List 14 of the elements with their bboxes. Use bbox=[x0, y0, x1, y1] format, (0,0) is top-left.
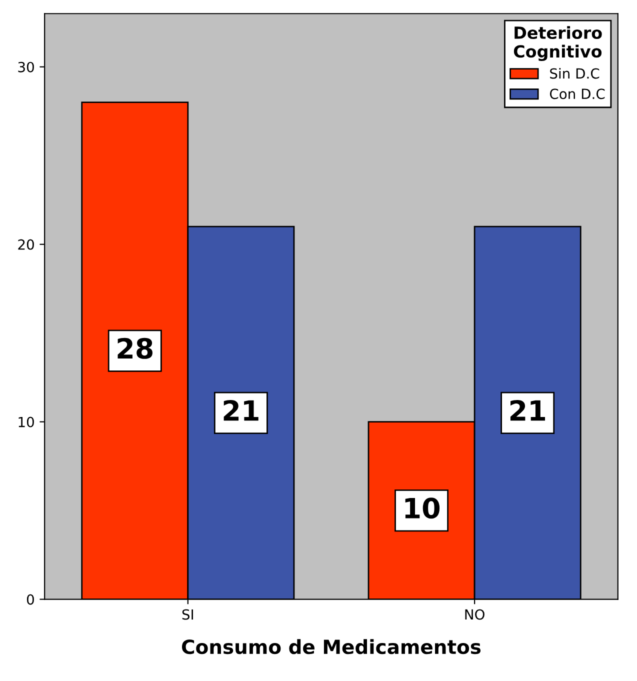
data-label: 10 bbox=[405, 498, 440, 519]
y-tick-label: 0 bbox=[26, 594, 34, 605]
y-tick-label: 10 bbox=[18, 416, 34, 428]
data-label: 21 bbox=[224, 400, 258, 421]
x-axis-title: Consumo de Medicamentos bbox=[182, 639, 481, 654]
x-tick-label: NO bbox=[465, 609, 484, 620]
legend-label: Sin D.C bbox=[550, 68, 600, 79]
x-tick-label: SI bbox=[182, 609, 194, 620]
y-tick-label: 30 bbox=[18, 62, 34, 72]
y-tick-label: 20 bbox=[18, 239, 34, 250]
data-label: 28 bbox=[118, 338, 152, 359]
data-label: 21 bbox=[510, 400, 546, 421]
legend-label: Con D.C bbox=[550, 88, 605, 100]
legend-title: Deterioro Cognitivo bbox=[514, 26, 602, 62]
